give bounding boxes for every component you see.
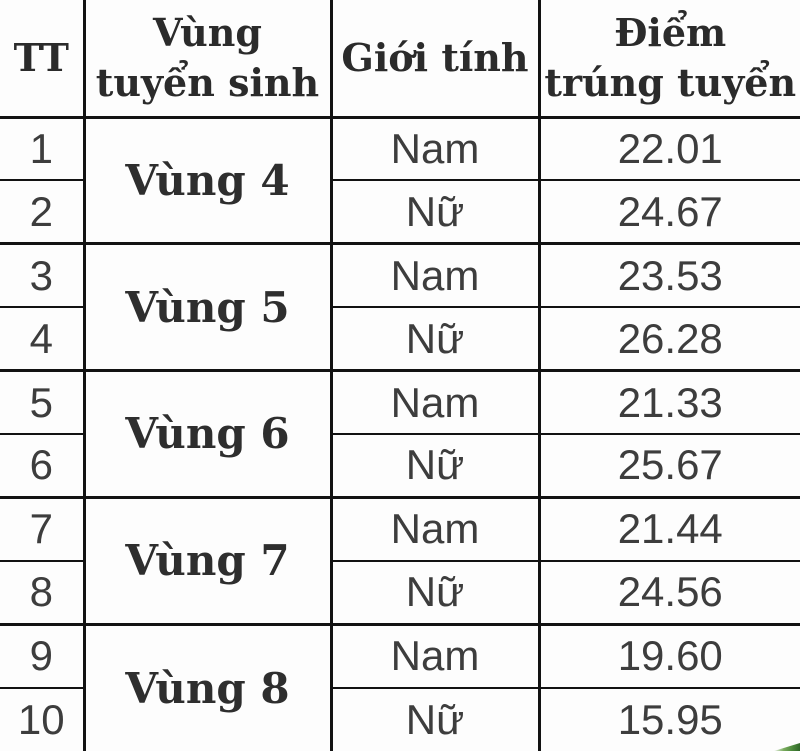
table-row: 7 Vùng 7 Nam 21.44: [0, 495, 800, 626]
table-body: 1 Vùng 4 Nam 22.01 2 Nữ 24.67 3 Vùng 5 N…: [0, 115, 800, 751]
score-cell: 22.01: [537, 115, 800, 182]
col-header-region: Vùng tuyển sinh: [82, 0, 333, 119]
gender-cell: Nam: [329, 242, 541, 309]
score-cell: 21.33: [537, 369, 800, 435]
table-row: 4 Nữ 26.28: [0, 306, 800, 373]
header-line: Giới tính: [341, 34, 529, 80]
header-row: TT Vùng tuyển sinh Giới tính Điểm trúng …: [0, 0, 800, 119]
row-number-cell: 1: [0, 115, 86, 182]
header-line: trúng tuyển: [544, 59, 797, 105]
gender-cell: Nữ: [329, 559, 541, 626]
row-number-cell: 9: [0, 622, 86, 689]
gender-cell: Nữ: [329, 179, 541, 246]
header-line: Điểm: [614, 9, 727, 55]
header-line: TT: [13, 34, 69, 80]
region-cell: Vùng 4: [82, 115, 333, 246]
row-number-cell: 8: [0, 559, 86, 626]
table-row: 1 Vùng 4 Nam 22.01: [0, 115, 800, 246]
table-row: 5 Vùng 6 Nam 21.33: [0, 369, 800, 499]
score-cell: 15.95: [537, 686, 800, 751]
table-row: 3 Vùng 5 Nam 23.53: [0, 242, 800, 373]
row-number-cell: 7: [0, 495, 86, 562]
table-row: 2 Nữ 24.67: [0, 179, 800, 246]
col-header-score: Điểm trúng tuyển: [537, 0, 800, 119]
row-number-cell: 6: [0, 432, 86, 499]
region-cell: Vùng 5: [82, 242, 333, 373]
table-row: 8 Nữ 24.56: [0, 559, 800, 626]
score-cell: 26.28: [537, 306, 800, 373]
score-cell: 21.44: [537, 495, 800, 562]
gender-cell: Nam: [329, 622, 541, 689]
table-row: 9 Vùng 8 Nam 19.60: [0, 622, 800, 751]
row-number-cell: 10: [0, 686, 86, 751]
gender-cell: Nam: [329, 369, 541, 435]
table-row: 10 Nữ 15.95: [0, 686, 800, 751]
green-leaf-fragment-icon: [774, 743, 800, 751]
score-cell: 19.60: [537, 622, 800, 689]
gender-cell: Nam: [329, 115, 541, 182]
col-header-gender: Giới tính: [329, 0, 541, 119]
region-cell: Vùng 8: [82, 622, 333, 751]
score-cell: 24.56: [537, 559, 800, 626]
region-cell: Vùng 6: [82, 369, 333, 499]
row-number-cell: 2: [0, 179, 86, 246]
table-row: 6 Nữ 25.67: [0, 432, 800, 499]
region-cell: Vùng 7: [82, 495, 333, 626]
gender-cell: Nữ: [329, 686, 541, 751]
score-cell: 24.67: [537, 179, 800, 246]
gender-cell: Nữ: [329, 306, 541, 373]
row-number-cell: 3: [0, 242, 86, 309]
header-line: tuyển sinh: [95, 59, 320, 105]
gender-cell: Nam: [329, 495, 541, 562]
row-number-cell: 4: [0, 306, 86, 373]
table-header: TT Vùng tuyển sinh Giới tính Điểm trúng …: [0, 0, 800, 119]
gender-cell: Nữ: [329, 432, 541, 499]
col-header-tt: TT: [0, 0, 86, 119]
header-line: Vùng: [153, 9, 262, 55]
score-cell: 25.67: [537, 432, 800, 499]
row-number-cell: 5: [0, 369, 86, 435]
score-cell: 23.53: [537, 242, 800, 309]
